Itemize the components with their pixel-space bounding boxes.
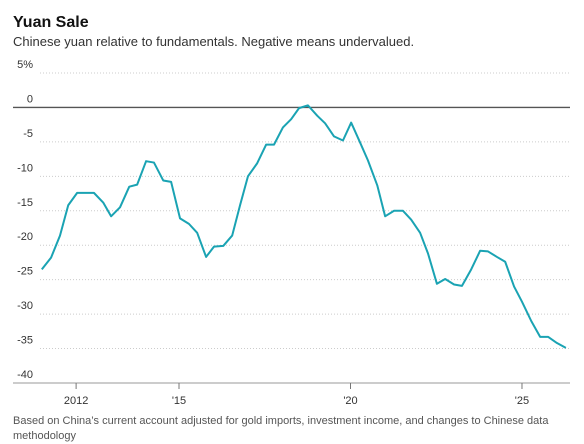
y-tick-label: -15 [17,197,33,209]
y-tick-label: 5% [17,59,33,71]
y-tick-label: -30 [17,300,33,312]
chart-note: Based on China’s current account adjuste… [13,415,549,442]
chart-title: Yuan Sale [13,14,89,31]
data-line [41,104,567,349]
y-tick-label: -40 [17,369,33,381]
y-tick-label: -20 [17,231,33,243]
y-tick-label: -10 [17,162,33,174]
x-tick-label: '15 [172,395,186,407]
y-tick-label: 0 [27,93,33,105]
x-tick-label: '20 [343,395,357,407]
x-tick-label: '25 [515,395,529,407]
y-tick-label: -35 [17,335,33,347]
y-tick-label: -25 [17,266,33,278]
x-tick-label: 2012 [64,395,88,407]
y-tick-label: -5 [23,128,33,140]
chart-subtitle: Chinese yuan relative to fundamentals. N… [13,34,414,49]
